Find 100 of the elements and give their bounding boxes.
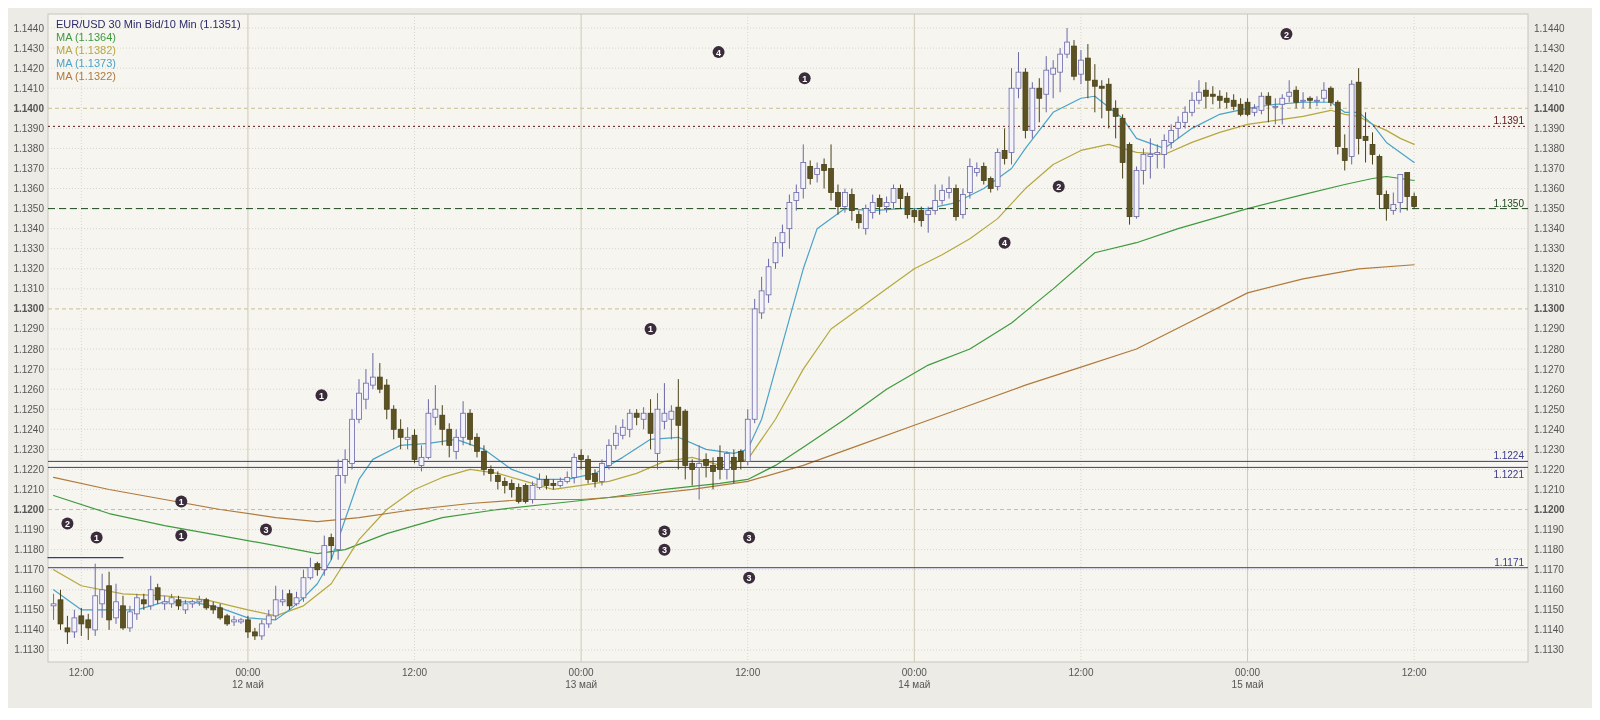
y2-tick-label: 1.1310 bbox=[1534, 283, 1566, 295]
x-tick-label: 00:00 15 май bbox=[1231, 667, 1264, 690]
candlestick bbox=[793, 184, 800, 212]
y-tick-label: 1.1220 bbox=[13, 463, 45, 475]
y-tick-label: 1.1380 bbox=[13, 142, 45, 154]
y2-tick-label: 1.1280 bbox=[1534, 343, 1566, 355]
ref-line-label: 1.1171 bbox=[1494, 556, 1525, 568]
y2-tick-label: 1.1340 bbox=[1534, 223, 1566, 235]
annotation: 2 bbox=[1056, 182, 1062, 193]
candlestick bbox=[696, 444, 702, 500]
candlestick bbox=[1341, 133, 1348, 171]
candlestick bbox=[960, 188, 966, 220]
candlestick bbox=[855, 210, 862, 230]
annotation: 1 bbox=[648, 324, 654, 335]
chart-title: EUR/USD 30 Min Bid/10 Min (1.1351) bbox=[56, 18, 241, 30]
y2-tick-label: 1.1140 bbox=[1534, 624, 1565, 636]
candlestick bbox=[849, 188, 855, 222]
y2-tick-label: 1.1190 bbox=[1534, 524, 1565, 536]
annotation: 4 bbox=[716, 47, 722, 58]
text: MA (1.1322) bbox=[56, 70, 116, 82]
x-tick-label: 12:00 bbox=[1401, 667, 1428, 678]
y2-tick-label: 1.1290 bbox=[1534, 323, 1566, 335]
annotation: 1 bbox=[802, 73, 808, 84]
y-tick-label: 1.1400 bbox=[13, 102, 45, 114]
y2-tick-label: 1.1440 bbox=[1534, 22, 1566, 34]
y-tick-label: 1.1350 bbox=[13, 203, 45, 215]
y2-tick-label: 1.1410 bbox=[1534, 82, 1566, 94]
y-tick-label: 1.1370 bbox=[13, 162, 45, 174]
annotation: 2 bbox=[1283, 29, 1289, 40]
annotation: 1 bbox=[178, 531, 184, 542]
annotation: 4 bbox=[1002, 238, 1008, 249]
y-tick-label: 1.1360 bbox=[13, 183, 45, 195]
y2-tick-label: 1.1250 bbox=[1534, 403, 1566, 415]
y-tick-label: 1.1240 bbox=[13, 423, 45, 435]
y-tick-label: 1.1320 bbox=[13, 263, 45, 275]
ref-line-label: 1.1350 bbox=[1493, 197, 1525, 209]
y-tick-label: 1.1280 bbox=[13, 343, 45, 355]
ref-line-label: 1.1224 bbox=[1493, 450, 1525, 462]
candlestick bbox=[640, 406, 647, 430]
candlestick bbox=[1001, 127, 1008, 165]
candlestick bbox=[286, 589, 293, 611]
y2-tick-label: 1.1150 bbox=[1534, 604, 1565, 616]
x-tick-label: 00:00 13 май bbox=[565, 667, 598, 690]
x-tick-label: 12:00 bbox=[1068, 667, 1094, 678]
candlestick bbox=[647, 398, 654, 450]
candlestick bbox=[1279, 93, 1286, 125]
y2-tick-label: 1.1180 bbox=[1534, 544, 1565, 556]
y2-tick-label: 1.1430 bbox=[1534, 42, 1566, 54]
y2-tick-label: 1.1210 bbox=[1534, 483, 1566, 495]
annotation: 3 bbox=[661, 527, 667, 538]
candlestick bbox=[724, 450, 730, 480]
candlestick bbox=[64, 615, 71, 645]
y-tick-label: 1.1200 bbox=[13, 504, 45, 516]
annotation: 1 bbox=[178, 497, 184, 507]
y-tick-label: 1.1440 bbox=[13, 22, 45, 34]
x-tick-label: 12:00 bbox=[735, 667, 761, 678]
candlestick bbox=[154, 583, 161, 605]
y2-tick-label: 1.1320 bbox=[1534, 263, 1566, 275]
y-tick-label: 1.1160 bbox=[14, 584, 45, 596]
candlestick bbox=[876, 194, 883, 216]
y2-tick-label: 1.1260 bbox=[1534, 383, 1566, 395]
y2-tick-label: 1.1360 bbox=[1534, 183, 1566, 195]
y2-tick-label: 1.1220 bbox=[1534, 463, 1566, 475]
y-tick-label: 1.1300 bbox=[13, 303, 45, 315]
candlestick bbox=[1293, 85, 1299, 109]
candlestick bbox=[1036, 77, 1043, 123]
candlestick bbox=[1390, 192, 1397, 216]
y-tick-label: 1.1430 bbox=[13, 42, 45, 54]
ref-line-label: 1.1391 bbox=[1493, 115, 1525, 127]
y2-tick-label: 1.1390 bbox=[1534, 122, 1566, 134]
y2-tick-label: 1.1230 bbox=[1534, 443, 1566, 455]
candlestick bbox=[1321, 81, 1327, 103]
y2-tick-label: 1.1170 bbox=[1534, 564, 1565, 576]
text: MA (1.1382) bbox=[56, 44, 116, 56]
y2-tick-label: 1.1160 bbox=[1534, 584, 1565, 596]
annotation: 3 bbox=[661, 545, 667, 556]
annotation: 3 bbox=[263, 525, 269, 536]
annotation: 1 bbox=[94, 533, 100, 544]
candlestick bbox=[113, 583, 119, 625]
y-tick-label: 1.1270 bbox=[13, 363, 45, 375]
y2-tick-label: 1.1370 bbox=[1534, 162, 1566, 174]
candlestick bbox=[404, 426, 411, 450]
y2-tick-label: 1.1270 bbox=[1534, 363, 1566, 375]
ref-line-label: 1.1221 bbox=[1493, 469, 1525, 481]
candlestick bbox=[1272, 97, 1279, 125]
y-tick-label: 1.1210 bbox=[13, 483, 45, 495]
annotation: 2 bbox=[64, 519, 70, 530]
candlestick bbox=[807, 159, 814, 186]
candlestick bbox=[1078, 49, 1084, 85]
y-tick-label: 1.1230 bbox=[13, 443, 45, 455]
candlestick bbox=[1300, 91, 1306, 109]
y-tick-label: 1.1290 bbox=[13, 323, 45, 335]
y-tick-label: 1.1390 bbox=[13, 122, 45, 134]
text: MA (1.1364) bbox=[56, 31, 116, 43]
candlestick bbox=[120, 595, 126, 631]
annotation: 3 bbox=[746, 533, 752, 544]
candlestick bbox=[1314, 95, 1320, 107]
y2-tick-label: 1.1240 bbox=[1534, 423, 1566, 435]
candlestick bbox=[71, 609, 78, 639]
y2-tick-label: 1.1300 bbox=[1534, 303, 1566, 315]
